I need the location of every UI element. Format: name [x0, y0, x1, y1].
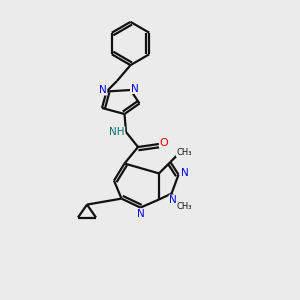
Text: NH: NH: [109, 127, 125, 137]
Text: O: O: [159, 137, 168, 148]
Text: N: N: [136, 209, 144, 219]
Text: N: N: [181, 168, 189, 178]
Text: N: N: [169, 195, 177, 205]
Text: CH₃: CH₃: [176, 148, 192, 157]
Text: N: N: [130, 83, 138, 94]
Text: CH₃: CH₃: [176, 202, 192, 211]
Text: N: N: [99, 85, 107, 95]
